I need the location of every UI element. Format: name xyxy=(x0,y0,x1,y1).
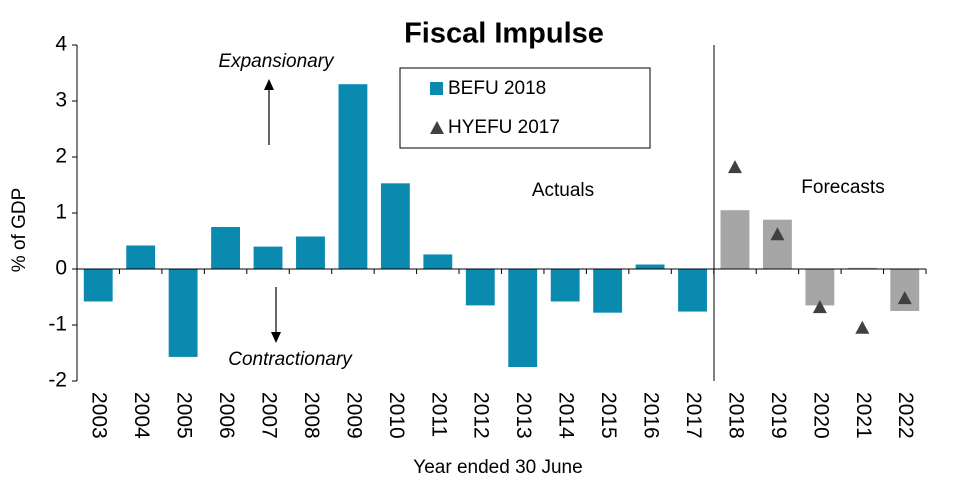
bar xyxy=(593,269,623,313)
x-tick-label: 2021 xyxy=(852,392,875,439)
bar xyxy=(890,269,920,311)
legend xyxy=(399,67,651,149)
marker xyxy=(897,291,912,305)
annotation: Contractionary xyxy=(228,349,353,370)
bar xyxy=(550,269,580,302)
y-tick-label: 3 xyxy=(55,89,67,112)
annotation: Expansionary xyxy=(218,51,335,72)
x-tick-label: 2010 xyxy=(385,392,408,439)
arrowhead xyxy=(271,332,281,343)
x-tick-label: 2017 xyxy=(682,392,705,439)
legend-swatch xyxy=(430,121,444,134)
x-tick-label: 2016 xyxy=(640,392,663,439)
x-tick-label: 2020 xyxy=(809,392,832,439)
marker xyxy=(812,300,827,314)
chart-title: Fiscal Impulse xyxy=(404,18,604,50)
bar xyxy=(508,269,538,367)
bar xyxy=(211,227,241,269)
x-tick-label: 2009 xyxy=(342,392,365,439)
legend-swatch xyxy=(430,82,443,95)
x-tick-label: 2014 xyxy=(555,392,578,439)
bar xyxy=(635,264,665,269)
y-tick-label: -2 xyxy=(48,369,67,392)
annotation: Actuals xyxy=(532,180,594,201)
marker xyxy=(855,320,870,334)
x-tick-label: 2011 xyxy=(427,392,450,437)
x-tick-label: 2019 xyxy=(767,392,790,439)
bar xyxy=(338,84,368,269)
bar xyxy=(168,269,198,357)
bar xyxy=(253,246,283,269)
y-tick-label: -1 xyxy=(48,313,67,336)
y-tick-label: 4 xyxy=(55,33,67,56)
bar xyxy=(126,245,156,269)
annotation: Forecasts xyxy=(801,177,884,198)
title-box xyxy=(368,18,640,56)
legend-label: HYEFU 2017 xyxy=(448,117,560,138)
bar xyxy=(423,254,453,269)
x-axis-label: Year ended 30 June xyxy=(413,457,582,478)
x-tick-label: 2018 xyxy=(724,392,747,439)
legend-label: BEFU 2018 xyxy=(448,78,546,99)
x-tick-label: 2015 xyxy=(597,392,620,439)
bar xyxy=(296,236,325,269)
arrowhead xyxy=(264,79,274,90)
plot xyxy=(72,44,927,382)
y-tick-label: 1 xyxy=(55,201,67,224)
x-tick-label: 2006 xyxy=(215,392,238,439)
marker xyxy=(770,227,785,241)
marker xyxy=(727,160,742,174)
bar xyxy=(720,210,750,269)
x-tick-label: 2013 xyxy=(512,392,535,439)
x-tick-label: 2007 xyxy=(257,392,280,439)
y-tick-label: 0 xyxy=(55,257,67,280)
bar xyxy=(805,269,835,306)
bar xyxy=(847,267,877,269)
x-tick-label: 2005 xyxy=(173,392,196,439)
y-axis-label: % of GDP xyxy=(9,188,30,272)
x-tick-label: 2008 xyxy=(300,392,323,439)
bar xyxy=(380,183,410,269)
x-tick-label: 2003 xyxy=(88,392,111,439)
bar xyxy=(762,219,792,269)
bar xyxy=(83,269,113,302)
x-tick-label: 2012 xyxy=(470,392,493,439)
x-tick-label: 2022 xyxy=(894,392,917,439)
bar xyxy=(465,269,495,306)
x-tick-label: 2004 xyxy=(130,392,153,439)
y-tick-label: 2 xyxy=(55,145,67,168)
bar xyxy=(678,269,707,312)
